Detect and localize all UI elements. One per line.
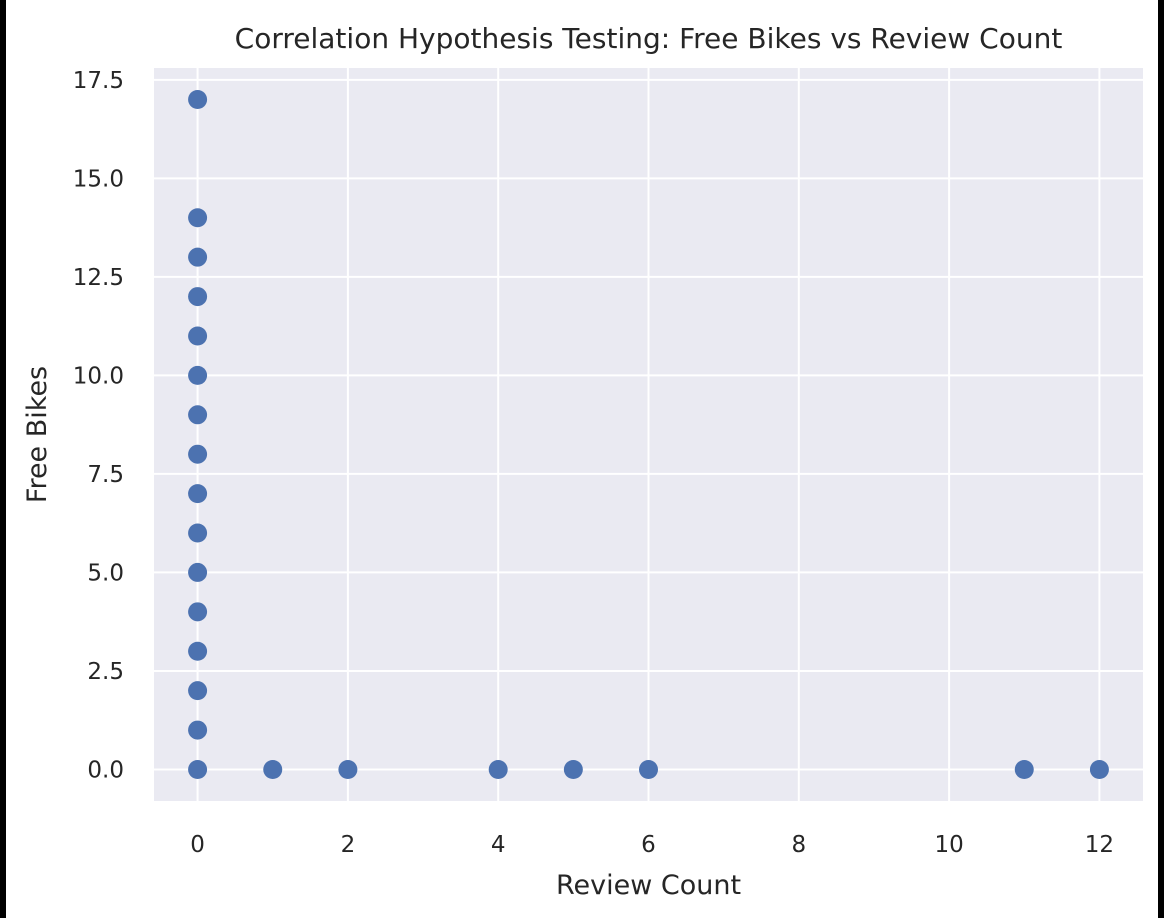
data-point: [188, 287, 208, 307]
y-tick-labels: 0.0 2.5 5.0 7.5 10.0 12.5 15.0 17.5: [73, 68, 124, 784]
y-axis-title: Free Bikes: [22, 366, 53, 503]
data-point: [188, 444, 208, 464]
y-tick-label: 0.0: [87, 757, 124, 783]
data-point: [563, 759, 583, 779]
x-tick-label: 2: [341, 832, 356, 858]
y-tick-label: 10.0: [73, 363, 124, 389]
x-tick-label: 4: [491, 832, 506, 858]
grid-lines: [154, 68, 1143, 801]
y-tick-label: 12.5: [73, 265, 124, 291]
data-point: [1089, 759, 1109, 779]
data-point: [188, 523, 208, 543]
data-point: [188, 720, 208, 740]
x-tick-label: 12: [1085, 832, 1114, 858]
data-point: [188, 681, 208, 701]
y-tick-label: 17.5: [73, 68, 124, 94]
data-point: [263, 759, 283, 779]
x-tick-label: 6: [641, 832, 656, 858]
data-point: [188, 90, 208, 110]
data-point: [188, 484, 208, 504]
data-point: [188, 365, 208, 385]
x-tick-label: 0: [190, 832, 205, 858]
data-point: [188, 602, 208, 622]
data-point: [188, 562, 208, 582]
data-point: [639, 759, 658, 779]
x-tick-label: 10: [934, 832, 963, 858]
y-tick-label: 7.5: [87, 462, 124, 488]
data-points: [188, 90, 1109, 779]
y-tick-label: 2.5: [87, 659, 124, 685]
data-point: [188, 247, 208, 267]
data-point: [1014, 759, 1034, 779]
x-tick-labels: 0 2 4 6 8 10 12: [190, 832, 1114, 858]
data-point: [188, 759, 208, 779]
x-tick-label: 8: [791, 832, 806, 858]
y-tick-label: 5.0: [87, 560, 124, 586]
data-point: [188, 208, 208, 228]
chart-figure: 0 2 4 6 8 10 12 0.0 2.5 5.0 7.5 10.0 12.5 15.0 17.5 C…: [6, 0, 1158, 918]
x-axis-title: Review Count: [556, 870, 741, 901]
data-point: [488, 759, 508, 779]
scatter-chart: 0 2 4 6 8 10 12 0.0 2.5 5.0 7.5 10.0 12.5 15.0 17.5 C…: [22, 22, 1143, 901]
y-tick-label: 15.0: [73, 166, 124, 192]
data-point: [188, 405, 208, 425]
data-point: [338, 759, 358, 779]
data-point: [188, 326, 208, 346]
data-point: [188, 641, 208, 661]
chart-title: Correlation Hypothesis Testing: Free Bik…: [235, 22, 1063, 55]
